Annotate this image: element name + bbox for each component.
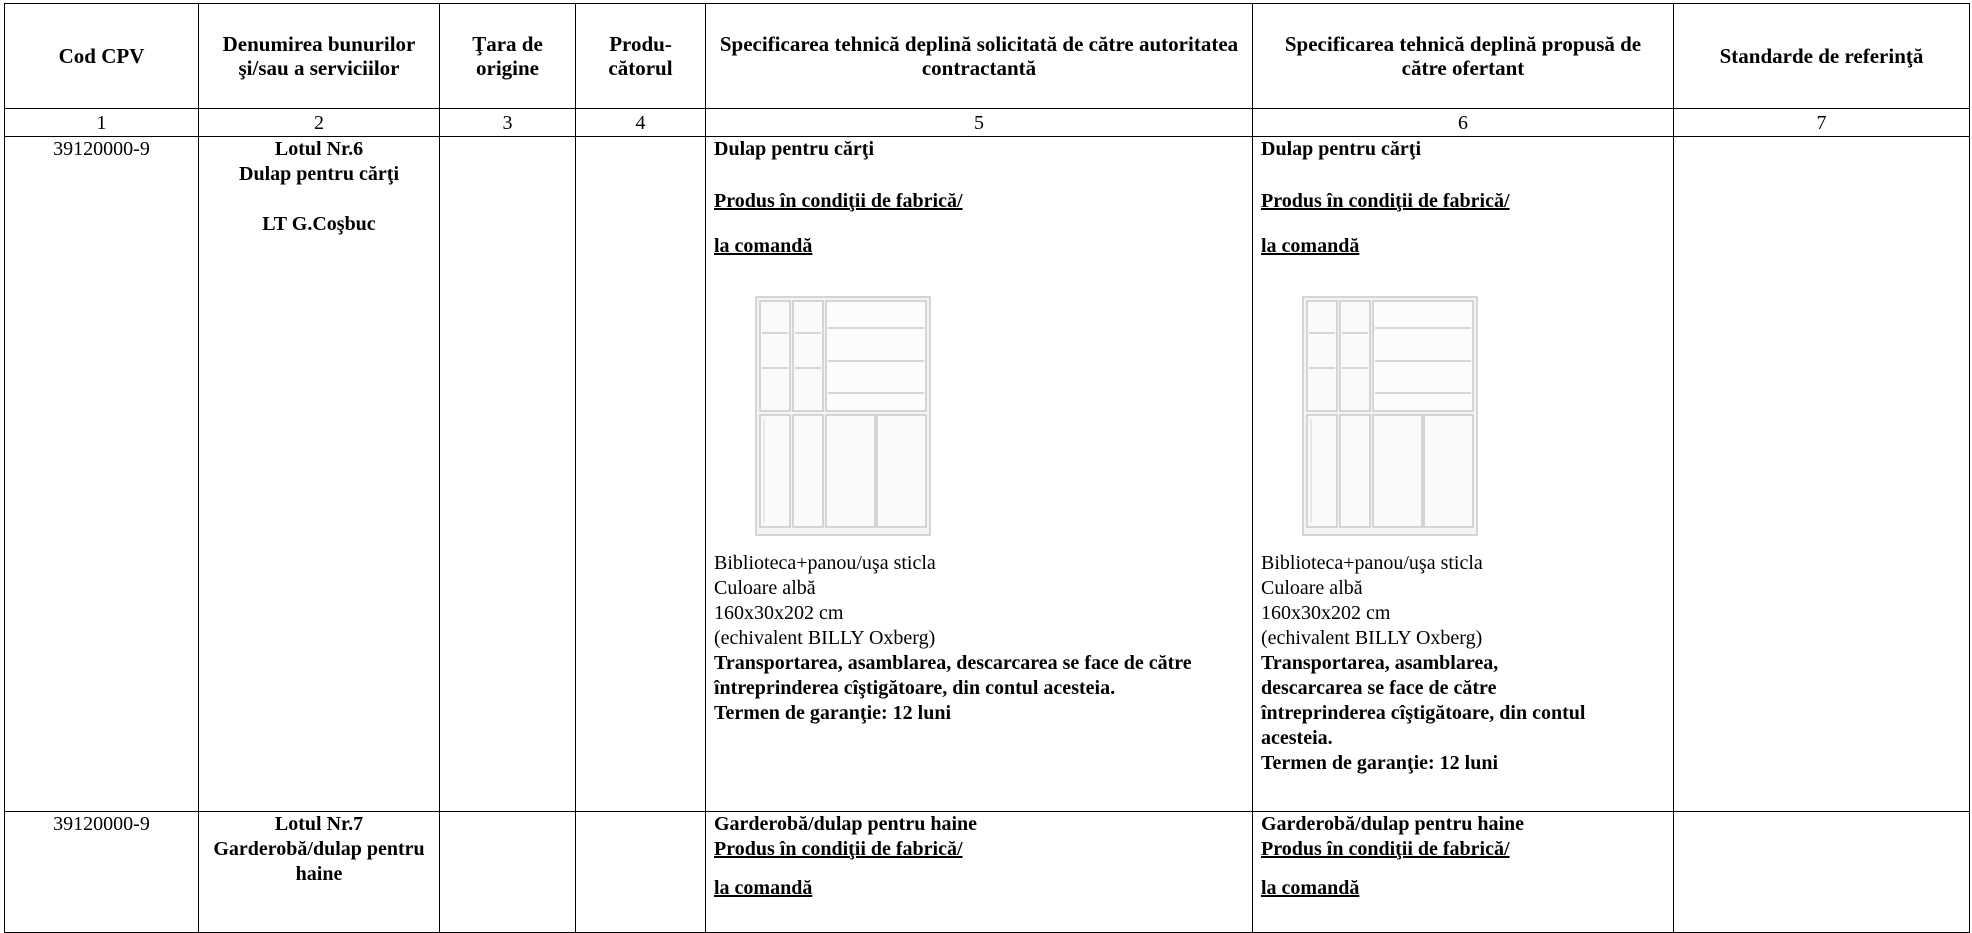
spec-title: Dulap pentru cărţi	[714, 138, 874, 160]
name-cell: Lotul Nr.6 Dulap pentru cărţi LT G.Coşbu…	[198, 136, 440, 812]
spec-cell: Dulap pentru cărţi Produs în condiţii de…	[705, 136, 1253, 812]
header-cell: Ţara de origine	[439, 3, 576, 109]
number-cell: 7	[1673, 108, 1970, 137]
number-row: 1 2 3 4 5 6 7	[4, 108, 1970, 137]
item: Garderobă/dulap pentru haine	[213, 838, 425, 885]
page: Specificații tehnice {"table": { "header…	[4, 3, 1970, 933]
production: la comandă	[714, 235, 813, 257]
detail: (echivalent BILLY Oxberg)	[1261, 627, 1483, 649]
production: Produs în condiţii de fabrică/	[1261, 838, 1510, 860]
detail: Biblioteca+panou/uşa sticla	[714, 552, 936, 574]
header-cell: Specificarea tehnică deplină propusă de …	[1252, 3, 1674, 109]
lot: Lotul Nr.6	[274, 138, 364, 160]
data-row: 39120000-9 Lotul Nr.6 Dulap pentru cărţi…	[4, 136, 1970, 812]
spec-cell: Garderobă/dulap pentru haine Produs în c…	[1252, 811, 1674, 933]
number-cell: 2	[198, 108, 440, 137]
header-cell: Cod CPV	[4, 3, 199, 109]
spec-title: Garderobă/dulap pentru haine	[1261, 813, 1525, 835]
production: la comandă	[1261, 235, 1360, 257]
production: Produs în condiţii de fabrică/	[714, 838, 963, 860]
detail: Biblioteca+panou/uşa sticla	[1261, 552, 1483, 574]
data-row: 39120000-9 Lotul Nr.7 Garderobă/dulap pe…	[4, 811, 1970, 933]
spec-cell: Garderobă/dulap pentru haine Produs în c…	[705, 811, 1253, 933]
detail: 160x30x202 cm	[714, 602, 844, 624]
empty-cell	[439, 136, 576, 812]
name-cell: Lotul Nr.7 Garderobă/dulap pentru haine	[198, 811, 440, 933]
spec-table: Cod CPV Denumirea bunurilor şi/sau a ser…	[4, 3, 1970, 933]
warranty: Termen de garanţie: 12 luni	[714, 702, 952, 724]
number-cell: 1	[4, 108, 199, 137]
number-cell: 5	[705, 108, 1253, 137]
detail: Culoare albă	[1261, 577, 1363, 599]
empty-cell	[575, 136, 706, 812]
header-cell: Specificarea tehnică deplină solicitată …	[705, 3, 1253, 109]
cpv-cell: 39120000-9	[4, 136, 199, 812]
spec-title: Garderobă/dulap pentru haine	[714, 813, 978, 835]
bookcase-image	[1302, 296, 1478, 536]
empty-cell	[1673, 136, 1970, 812]
bookcase-image	[755, 296, 931, 536]
detail: (echivalent BILLY Oxberg)	[714, 627, 936, 649]
header-row: Cod CPV Denumirea bunurilor şi/sau a ser…	[4, 3, 1970, 109]
number-cell: 4	[575, 108, 706, 137]
location: LT G.Coşbuc	[262, 213, 376, 235]
production: Produs în condiţii de fabrică/	[1261, 190, 1510, 212]
cpv-cell: 39120000-9	[4, 811, 199, 933]
number-cell: 6	[1252, 108, 1674, 137]
warranty: Termen de garanţie: 12 luni	[1261, 752, 1499, 774]
delivery: Transportarea, asamblarea, descarcarea s…	[714, 652, 1192, 699]
spec-title: Dulap pentru cărţi	[1261, 138, 1421, 160]
empty-cell	[1673, 811, 1970, 933]
detail: Culoare albă	[714, 577, 816, 599]
number-cell: 3	[439, 108, 576, 137]
header-cell: Denumirea bunurilor şi/sau a serviciilor	[198, 3, 440, 109]
spec-cell: Dulap pentru cărţi Produs în condiţii de…	[1252, 136, 1674, 812]
document: Cod CPV Denumirea bunurilor şi/sau a ser…	[4, 3, 1970, 933]
lot: Lotul Nr.7	[274, 813, 364, 835]
item: Dulap pentru cărţi	[239, 163, 399, 185]
production: Produs în condiţii de fabrică/	[714, 190, 963, 212]
header-cell: Produ-cătorul	[575, 3, 706, 109]
detail: 160x30x202 cm	[1261, 602, 1391, 624]
delivery: Transportarea, asamblarea, descarcarea s…	[1261, 652, 1586, 749]
production: la comandă	[714, 877, 813, 899]
production: la comandă	[1261, 877, 1360, 899]
empty-cell	[439, 811, 576, 933]
header-cell: Standarde de referinţă	[1673, 3, 1970, 109]
empty-cell	[575, 811, 706, 933]
